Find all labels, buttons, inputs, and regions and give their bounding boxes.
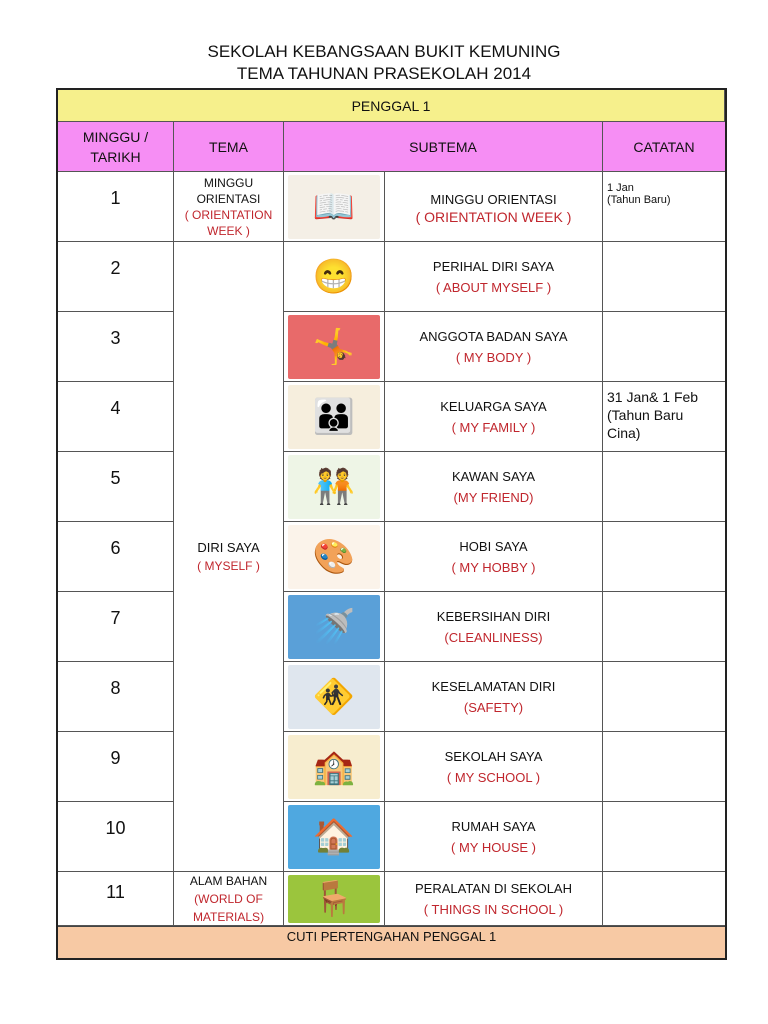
family-icon: 👪 (288, 384, 380, 449)
picture-cell: 🏫 (284, 732, 385, 802)
picture-cell: 🤸 (284, 312, 385, 382)
subtheme-name: SEKOLAH SAYA (444, 748, 543, 764)
notes-cell (603, 312, 725, 382)
teacher-reading-icon: 📖 (288, 174, 380, 239)
week-number: 2 (58, 242, 174, 312)
subtheme-cell: KELUARGA SAYA ( MY FAMILY ) (385, 382, 603, 452)
picture-cell: 📖 (284, 172, 385, 242)
column-header-notes: CATATAN (603, 122, 725, 172)
picture-cell: 🏠 (284, 802, 385, 872)
school-name: SEKOLAH KEBANGSAAN BUKIT KEMUNING (207, 42, 561, 61)
subtheme-name: RUMAH SAYA (451, 818, 536, 834)
theme-table: PENGGAL 1 MINGGU / TARIKH TEMA SUBTEMA C… (56, 88, 727, 960)
subtheme-cell: KESELAMATAN DIRI (SAFETY) (385, 662, 603, 732)
subtheme-cell: HOBI SAYA ( MY HOBBY ) (385, 522, 603, 592)
subtheme-english: ( MY HOUSE ) (451, 839, 536, 855)
notes-cell (603, 242, 725, 312)
subtheme-cell: KAWAN SAYA (MY FRIEND) (385, 452, 603, 522)
subtheme-name: MINGGU ORIENTASI (430, 192, 557, 207)
notes-cell (603, 452, 725, 522)
subtheme-cell: RUMAH SAYA ( MY HOUSE ) (385, 802, 603, 872)
theme-name: MINGGU ORIENTASI (196, 175, 261, 206)
week-number: 9 (58, 732, 174, 802)
painting-hobby-icon: 🎨 (288, 524, 380, 589)
notes-cell (603, 802, 725, 872)
notes-cell (603, 592, 725, 662)
subtheme-cell: MINGGU ORIENTASI ( ORIENTATION WEEK ) (385, 172, 603, 242)
smiling-face-icon: 😁 (288, 244, 380, 309)
picture-cell: 👪 (284, 382, 385, 452)
picture-cell: 🪑 (284, 872, 385, 926)
subtheme-english: (SAFETY) (463, 699, 524, 715)
theme-english: (WORLD OF MATERIALS) (192, 891, 265, 924)
subtheme-english: ( MY BODY ) (455, 349, 532, 365)
term-header: PENGGAL 1 (58, 90, 725, 122)
week-number: 11 (58, 872, 174, 926)
column-header-subtheme: SUBTEMA (284, 122, 603, 172)
theme-cell: ALAM BAHAN (WORLD OF MATERIALS) (174, 872, 284, 926)
notes-cell (603, 872, 725, 926)
classroom-icon: 🪑 (288, 874, 380, 923)
picture-cell: 🚸 (284, 662, 385, 732)
theme-english: ( ORIENTATION WEEK ) (184, 207, 273, 238)
subtheme-name: HOBI SAYA (459, 538, 528, 554)
subtheme-cell: ANGGOTA BADAN SAYA ( MY BODY ) (385, 312, 603, 382)
subtheme-name: KAWAN SAYA (451, 468, 536, 484)
subtheme-name: ANGGOTA BADAN SAYA (419, 328, 568, 344)
friends-icon: 🧑‍🤝‍🧑 (288, 454, 380, 519)
notes-cell: 31 Jan& 1 Feb (Tahun Baru Cina) (603, 382, 725, 452)
subtheme-name: KEBERSIHAN DIRI (436, 608, 551, 624)
column-header-theme: TEMA (174, 122, 284, 172)
subtheme-cell: SEKOLAH SAYA ( MY SCHOOL ) (385, 732, 603, 802)
week-number: 10 (58, 802, 174, 872)
body-parts-icon: 🤸 (288, 314, 380, 379)
theme-name: DIRI SAYA (197, 539, 260, 555)
subtheme-name: KESELAMATAN DIRI (431, 678, 556, 694)
week-number: 3 (58, 312, 174, 382)
subtheme-english: ( ABOUT MYSELF ) (435, 279, 552, 295)
notes-cell (603, 732, 725, 802)
house-icon: 🏠 (288, 804, 380, 869)
subtheme-english: ( ORIENTATION WEEK ) (415, 209, 572, 225)
subtheme-english: ( THINGS IN SCHOOL ) (423, 901, 564, 917)
week-number: 6 (58, 522, 174, 592)
week-number: 8 (58, 662, 174, 732)
picture-cell: 🚿 (284, 592, 385, 662)
week-number: 7 (58, 592, 174, 662)
subtheme-cell: PERALATAN DI SEKOLAH ( THINGS IN SCHOOL ) (385, 872, 603, 926)
document-subtitle: TEMA TAHUNAN PRASEKOLAH 2014 (236, 64, 532, 83)
picture-cell: 😁 (284, 242, 385, 312)
subtheme-cell: PERIHAL DIRI SAYA ( ABOUT MYSELF ) (385, 242, 603, 312)
picture-cell: 🎨 (284, 522, 385, 592)
subtheme-english: ( MY FAMILY ) (451, 419, 536, 435)
notes-cell: 1 Jan (Tahun Baru) (603, 172, 725, 242)
theme-cell: MINGGU ORIENTASI( ORIENTATION WEEK ) (174, 172, 284, 242)
subtheme-english: ( MY SCHOOL ) (446, 769, 541, 785)
subtheme-english: (CLEANLINESS) (444, 629, 543, 645)
subtheme-name: PERIHAL DIRI SAYA (432, 258, 555, 274)
subtheme-english: (MY FRIEND) (453, 489, 534, 505)
week-number: 4 (58, 382, 174, 452)
theme-cell: DIRI SAYA ( MYSELF ) (174, 242, 284, 872)
subtheme-english: ( MY HOBBY ) (451, 559, 536, 575)
subtheme-name: PERALATAN DI SEKOLAH (414, 880, 572, 896)
school-building-icon: 🏫 (288, 734, 380, 799)
theme-name: ALAM BAHAN (189, 873, 268, 888)
mid-term-break-row: CUTI PERTENGAHAN PENGGAL 1 (58, 926, 725, 958)
subtheme-name: KELUARGA SAYA (440, 398, 547, 414)
notes-cell (603, 522, 725, 592)
week-number: 1 (58, 172, 174, 242)
subtheme-cell: KEBERSIHAN DIRI (CLEANLINESS) (385, 592, 603, 662)
notes-cell (603, 662, 725, 732)
theme-english: ( MYSELF ) (197, 558, 260, 573)
picture-cell: 🧑‍🤝‍🧑 (284, 452, 385, 522)
week-number: 5 (58, 452, 174, 522)
column-header-week: MINGGU / TARIKH (58, 122, 174, 172)
shower-icon: 🚿 (288, 594, 380, 659)
road-crossing-icon: 🚸 (288, 664, 380, 729)
